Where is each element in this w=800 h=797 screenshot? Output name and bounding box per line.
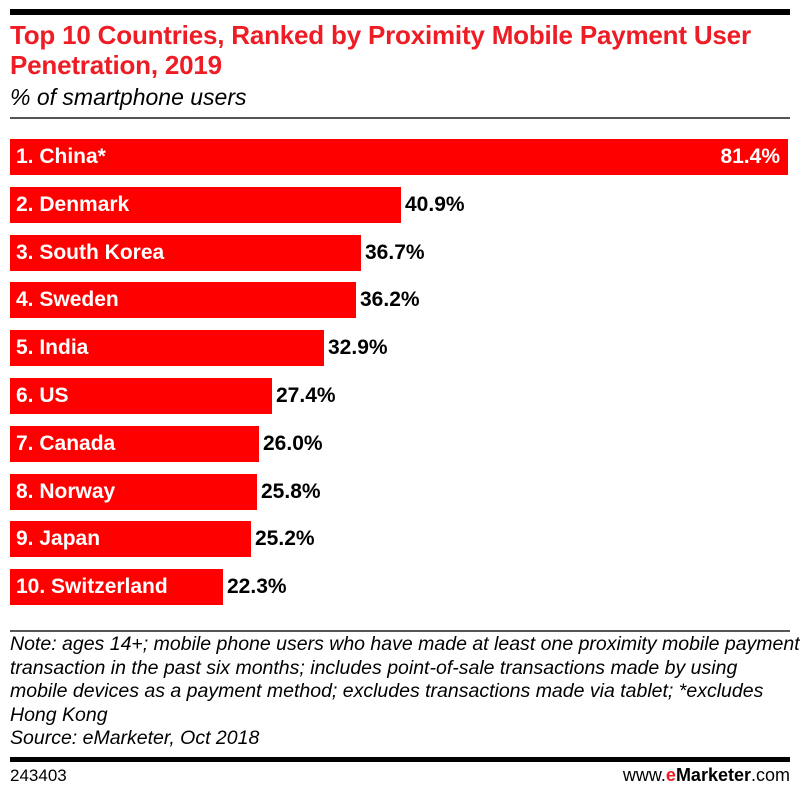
bar-label: 2. Denmark: [16, 192, 130, 216]
bar-value: 22.3%: [227, 575, 287, 599]
top-rule: [10, 9, 790, 15]
bar-row: 8. Norway 25.8%: [10, 473, 790, 510]
chart-subtitle: % of smartphone users: [10, 84, 247, 110]
bar-label: 8. Norway: [16, 479, 116, 503]
chart-title: Top 10 Countries, Ranked by Proximity Mo…: [10, 20, 751, 80]
bar-label: 10. Switzerland: [16, 575, 168, 599]
bar: [10, 186, 401, 223]
bar-row: 3. South Korea 36.7%: [10, 234, 790, 271]
subtitle-rule: [10, 117, 790, 119]
bar-label: 9. Japan: [16, 527, 101, 551]
bar-row: 5. India 32.9%: [10, 330, 790, 367]
chart-id: 243403: [10, 766, 67, 785]
bar-row: 9. Japan 25.2%: [10, 521, 790, 558]
bar-chart: 1. China* 81.4% 2. Denmark 40.9% 3. South Ko…: [10, 139, 790, 617]
source-text: Source: eMarketer, Oct 2018: [10, 727, 260, 749]
bar: [10, 473, 257, 510]
bar-value: 36.7%: [365, 240, 425, 264]
bar: [10, 569, 223, 606]
bar-label: 5. India: [16, 336, 89, 360]
bar: [10, 330, 324, 367]
brand-link[interactable]: www.eMarketer.com: [622, 765, 790, 785]
bar-row: 7. Canada 26.0%: [10, 425, 790, 462]
bar-label: 3. South Korea: [16, 240, 165, 264]
bar: [10, 377, 272, 414]
bar-value: 32.9%: [328, 336, 388, 360]
note-text: Note: ages 14+; mobile phone users who h…: [10, 633, 800, 726]
bar-row: 6. US 27.4%: [10, 377, 790, 414]
bar-row: 10. Switzerland 22.3%: [10, 569, 790, 606]
bar-label: 6. US: [16, 383, 69, 407]
brand-e: e: [665, 765, 676, 785]
bar-value: 26.0%: [263, 431, 323, 455]
bar: [10, 282, 356, 319]
bar-value: 25.8%: [261, 479, 321, 503]
bar: [10, 425, 259, 462]
bar: [10, 521, 251, 558]
bar-label: 1. China*: [16, 145, 106, 168]
bar-value: 40.9%: [405, 192, 465, 216]
note-rule: [10, 630, 790, 632]
bar-label: 7. Canada: [16, 431, 116, 455]
bar-value: 27.4%: [276, 383, 336, 407]
bar-value: 81.4%: [720, 145, 780, 168]
bar-row: 2. Denmark 40.9%: [10, 186, 790, 223]
bar: [10, 139, 788, 175]
bar-row: 4. Sweden 36.2%: [10, 282, 790, 319]
bar-row: 1. China* 81.4%: [10, 139, 790, 175]
bar: [10, 234, 361, 271]
bar-value: 25.2%: [255, 527, 315, 551]
chart-note: Note: ages 14+; mobile phone users who h…: [10, 633, 800, 751]
bar-label: 4. Sweden: [16, 288, 119, 312]
bar-value: 36.2%: [360, 288, 420, 312]
bottom-rule: [10, 757, 790, 762]
